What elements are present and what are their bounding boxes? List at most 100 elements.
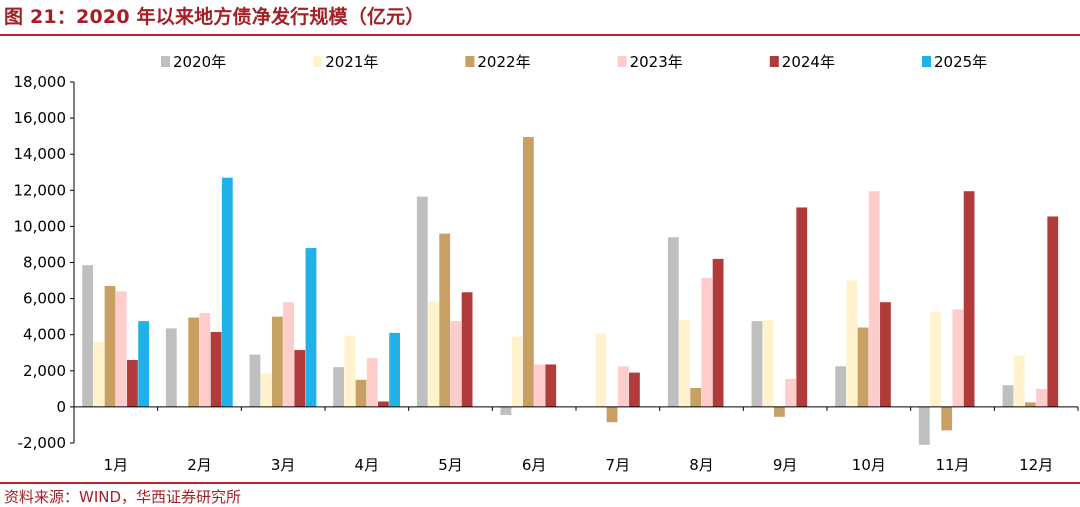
bar: [294, 350, 306, 407]
bar: [785, 378, 796, 407]
bar: [500, 406, 512, 416]
legend-swatch: [313, 56, 323, 67]
bar: [355, 379, 367, 407]
bar: [796, 207, 808, 407]
bar: [283, 302, 294, 407]
x-tick-label: 5月: [438, 456, 463, 474]
y-tick-label: 10,000: [14, 217, 67, 235]
x-tick-label: 10月: [852, 456, 886, 474]
x-axis: 1月 2月 3月 4月 5月 6月 7月 8月 9月 10月 11月 12月: [73, 406, 1079, 474]
bar: [522, 137, 534, 407]
legend-swatch: [161, 56, 170, 67]
bar: [389, 332, 401, 407]
bar: [439, 233, 451, 407]
x-tick-label: 7月: [606, 456, 631, 474]
legend-label: 2024年: [782, 53, 835, 71]
bar: [712, 258, 724, 407]
x-tick-label: 6月: [522, 456, 547, 474]
bar: [378, 401, 389, 407]
bar: [82, 265, 94, 407]
x-tick-label: 12月: [1019, 456, 1053, 474]
bar: [595, 333, 607, 407]
bar: [221, 177, 233, 407]
y-tick-label: 18,000: [14, 73, 67, 91]
bar: [918, 406, 930, 445]
bar: [138, 321, 150, 407]
y-tick-label: 6,000: [23, 290, 66, 308]
bar: [1002, 385, 1014, 407]
y-tick-label: 8,000: [23, 254, 66, 272]
y-tick-label: 12,000: [14, 181, 67, 199]
bar: [762, 320, 774, 407]
bar: [416, 196, 428, 407]
title-divider: [0, 34, 1080, 36]
bar-chart: 2020年 2021年 2022年 2023年 2024年 2025年 -2,000 0 2,…: [14, 53, 1079, 474]
x-tick-label: 8月: [689, 456, 714, 474]
legend-swatch: [922, 56, 931, 67]
legend-label: 2025年: [934, 53, 987, 71]
legend-swatch: [465, 56, 475, 67]
y-tick-label: 2,000: [23, 362, 66, 380]
bar: [1036, 388, 1047, 407]
bar: [751, 321, 763, 407]
bar: [333, 367, 345, 407]
bar: [344, 335, 356, 407]
y-axis: -2,000 0 2,000 4,000 6,000 8,000 10,000 12,000 1…: [14, 73, 75, 452]
bar: [545, 364, 557, 407]
bar: [127, 359, 138, 407]
x-tick-label: 3月: [271, 456, 296, 474]
legend: 2020年 2021年 2022年 2023年 2024年 2025年: [161, 53, 987, 71]
x-tick-label: 9月: [773, 456, 798, 474]
y-tick-label: 14,000: [14, 145, 67, 163]
chart-title: 图 21：2020 年以来地方债净发行规模（亿元）: [4, 6, 425, 28]
bar: [667, 237, 679, 407]
bar: [868, 191, 880, 407]
bar-series: [82, 137, 1059, 445]
bar: [846, 280, 858, 407]
bar: [617, 366, 629, 407]
bar: [93, 341, 105, 407]
bar: [930, 312, 941, 407]
legend-label: 2020年: [173, 53, 226, 71]
source-note: 资料来源：WIND，华西证券研究所: [4, 488, 242, 506]
bar: [679, 320, 690, 407]
bar: [773, 406, 785, 417]
bar: [249, 354, 261, 407]
bar: [305, 248, 317, 407]
bar: [857, 327, 869, 407]
bar: [1024, 402, 1036, 407]
bar: [450, 321, 462, 407]
legend-label: 2023年: [630, 53, 683, 71]
bar: [199, 313, 211, 407]
y-tick-label: 16,000: [14, 109, 67, 127]
bar: [835, 366, 847, 407]
bar: [1047, 216, 1059, 407]
x-tick-label: 11月: [935, 456, 969, 474]
bar: [880, 302, 891, 407]
x-tick-label: 2月: [187, 456, 212, 474]
y-tick-label: 4,000: [23, 326, 66, 344]
bar: [260, 373, 272, 407]
bar: [366, 358, 378, 407]
bar: [963, 191, 975, 407]
bar: [1013, 355, 1025, 407]
legend-label: 2022年: [477, 53, 530, 71]
bar: [941, 406, 953, 431]
bar: [534, 364, 545, 407]
bar: [606, 406, 618, 423]
bar: [210, 331, 222, 407]
bar: [165, 328, 177, 407]
bar: [629, 372, 640, 407]
bar: [952, 309, 964, 407]
y-tick-label: 0: [56, 398, 66, 416]
bar: [511, 336, 523, 407]
legend-swatch: [617, 56, 627, 67]
bar: [271, 316, 283, 407]
bar: [428, 301, 439, 407]
bar: [461, 292, 473, 407]
bar: [104, 285, 116, 407]
bar: [188, 317, 200, 407]
y-tick-label: -2,000: [18, 434, 66, 452]
x-tick-label: 1月: [104, 456, 129, 474]
bar: [115, 291, 127, 407]
